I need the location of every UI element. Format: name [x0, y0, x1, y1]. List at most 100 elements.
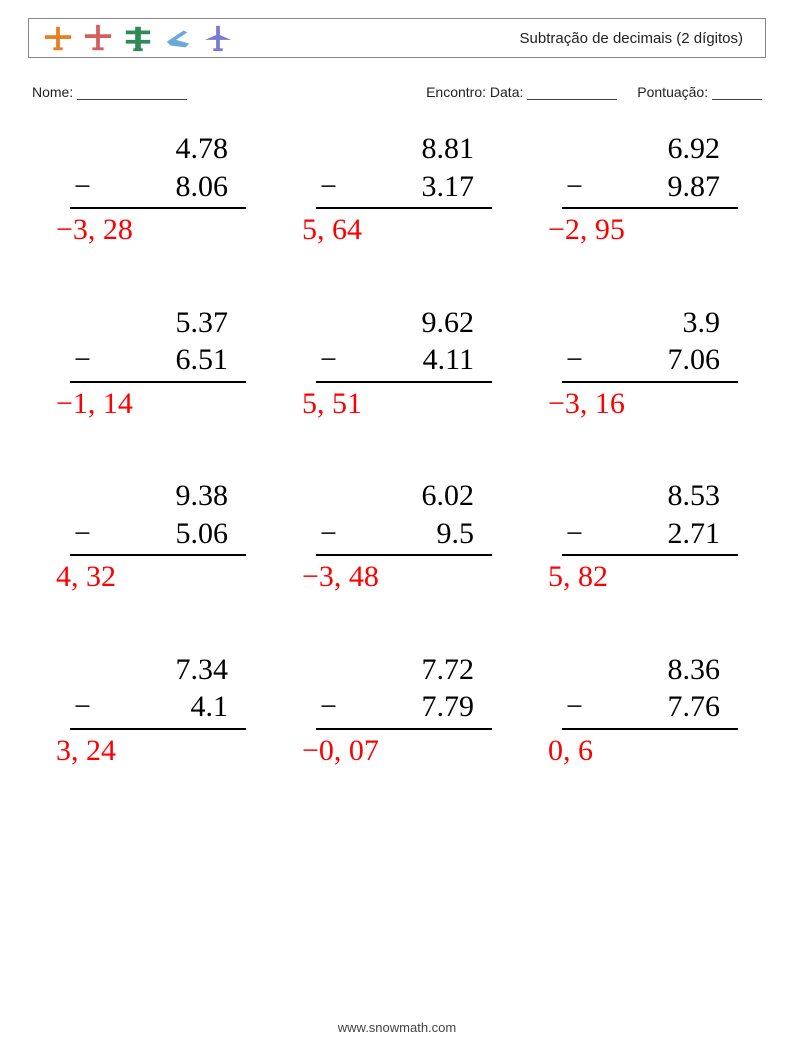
minuend: 8.36 [548, 651, 720, 689]
problem-stack: 6.92− 9.87 [548, 130, 738, 205]
minuend: 7.34 [56, 651, 228, 689]
operator: − [302, 688, 337, 726]
score-blank[interactable] [712, 86, 762, 100]
rule-line [562, 381, 738, 383]
operator: − [548, 515, 583, 553]
subtrahend: 5.06 [176, 515, 229, 553]
subtrahend-row: − 9.87 [548, 168, 720, 206]
rule-line [316, 381, 492, 383]
minuend: 4.78 [56, 130, 228, 168]
subtrahend: 4.1 [191, 688, 229, 726]
rule-line [562, 207, 738, 209]
operator: − [548, 168, 583, 206]
problem-stack: 4.78− 8.06 [56, 130, 246, 205]
footer-url: www.snowmath.com [0, 1020, 794, 1035]
answer: 4, 32 [56, 558, 246, 596]
subtrahend: 4.11 [423, 341, 474, 379]
answer: 3, 24 [56, 732, 246, 770]
score-field: Pontuação: [637, 84, 762, 100]
subtrahend: 7.06 [668, 341, 721, 379]
problems-grid: 4.78−8.06−3, 288.81−3.175, 646.92−9.87−2… [28, 130, 766, 769]
minuend: 8.81 [302, 130, 474, 168]
minuend: 7.72 [302, 651, 474, 689]
problem-stack: 8.53−2.71 [548, 477, 738, 552]
problem-stack: 7.34− 4.1 [56, 651, 246, 726]
subtrahend: 9.87 [668, 168, 721, 206]
subtrahend: 7.76 [668, 688, 721, 726]
name-field: Nome: [32, 84, 426, 100]
problem-stack: 8.81− 3.17 [302, 130, 492, 205]
answer: −2, 95 [548, 211, 738, 249]
subtraction-problem: 6.02−9.5 −3, 48 [302, 477, 492, 596]
subtraction-problem: 3.9−7.06 −3, 16 [548, 304, 738, 423]
rule-line [316, 554, 492, 556]
subtrahend: 7.79 [422, 688, 475, 726]
subtrahend-row: −7.06 [548, 341, 720, 379]
rule-line [70, 381, 246, 383]
subtrahend-row: − 5.06 [56, 515, 228, 553]
problem-stack: 5.37− 6.51 [56, 304, 246, 379]
minuend: 6.02 [302, 477, 474, 515]
answer: −3, 16 [548, 385, 738, 423]
plane-icon [41, 23, 75, 53]
minuend: 3.9 [548, 304, 720, 342]
problem-stack: 9.62−4.11 [302, 304, 492, 379]
subtrahend-row: −2.71 [548, 515, 720, 553]
rule-line [316, 207, 492, 209]
plane-icon [161, 23, 195, 53]
problem-stack: 9.38− 5.06 [56, 477, 246, 552]
problem-stack: 8.36− 7.76 [548, 651, 738, 726]
subtraction-problem: 8.53−2.71 5, 82 [548, 477, 738, 596]
answer: −0, 07 [302, 732, 492, 770]
rule-line [70, 554, 246, 556]
header-box: Subtração de decimais (2 dígitos) [28, 18, 766, 58]
subtrahend: 8.06 [176, 168, 229, 206]
problem-stack: 3.9−7.06 [548, 304, 738, 379]
subtraction-problem: 7.72− 7.79 −0, 07 [302, 651, 492, 770]
answer: −1, 14 [56, 385, 246, 423]
subtraction-problem: 4.78− 8.06 −3, 28 [56, 130, 246, 249]
subtrahend: 6.51 [176, 341, 229, 379]
subtraction-problem: 7.34− 4.1 3, 24 [56, 651, 246, 770]
date-field: Encontro: Data: [426, 84, 617, 100]
rule-line [70, 728, 246, 730]
answer: 5, 82 [548, 558, 738, 596]
subtrahend: 3.17 [422, 168, 475, 206]
score-label: Pontuação: [637, 84, 708, 100]
plane-icons [41, 23, 235, 53]
operator: − [302, 341, 337, 379]
worksheet-title: Subtração de decimais (2 dígitos) [520, 30, 753, 47]
plane-icon [201, 23, 235, 53]
name-blank[interactable] [77, 86, 187, 100]
operator: − [56, 515, 91, 553]
info-row: Nome: Encontro: Data: Pontuação: [28, 84, 766, 100]
subtrahend: 9.5 [437, 515, 475, 553]
answer: 5, 64 [302, 211, 492, 249]
encounter-label: Encontro: Data: [426, 84, 523, 100]
operator: − [302, 168, 337, 206]
subtraction-problem: 6.92− 9.87 −2, 95 [548, 130, 738, 249]
answer: −3, 28 [56, 211, 246, 249]
operator: − [548, 688, 583, 726]
subtrahend-row: − 4.11 [302, 341, 474, 379]
date-blank[interactable] [527, 86, 617, 100]
answer: −3, 48 [302, 558, 492, 596]
subtraction-problem: 5.37− 6.51 −1, 14 [56, 304, 246, 423]
subtrahend-row: − 6.51 [56, 341, 228, 379]
minuend: 5.37 [56, 304, 228, 342]
problem-stack: 6.02−9.5 [302, 477, 492, 552]
subtrahend-row: − 7.76 [548, 688, 720, 726]
rule-line [316, 728, 492, 730]
subtrahend-row: − 4.1 [56, 688, 228, 726]
subtrahend-row: − 8.06 [56, 168, 228, 206]
subtraction-problem: 9.62−4.115, 51 [302, 304, 492, 423]
minuend: 9.38 [56, 477, 228, 515]
operator: − [56, 168, 91, 206]
subtrahend-row: −9.5 [302, 515, 474, 553]
rule-line [70, 207, 246, 209]
problem-stack: 7.72− 7.79 [302, 651, 492, 726]
rule-line [562, 554, 738, 556]
operator: − [56, 688, 91, 726]
minuend: 6.92 [548, 130, 720, 168]
operator: − [56, 341, 91, 379]
